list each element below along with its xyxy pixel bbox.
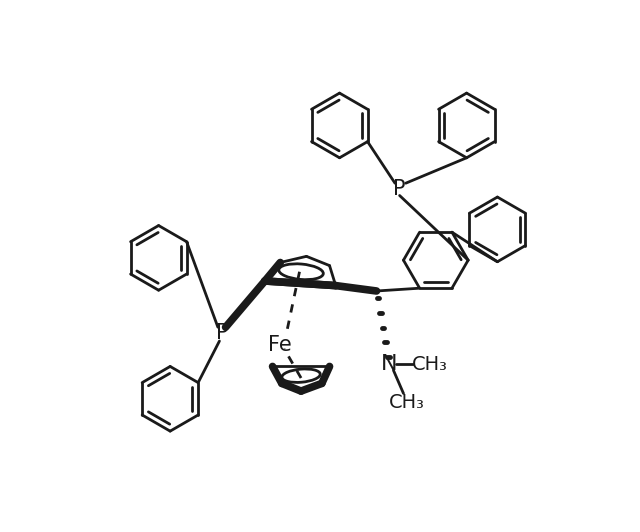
Text: Fe: Fe [268, 335, 292, 355]
Text: P: P [394, 179, 406, 200]
Text: N: N [381, 354, 398, 374]
Text: CH₃: CH₃ [388, 393, 424, 412]
Text: P: P [216, 323, 228, 343]
Text: CH₃: CH₃ [412, 355, 447, 373]
